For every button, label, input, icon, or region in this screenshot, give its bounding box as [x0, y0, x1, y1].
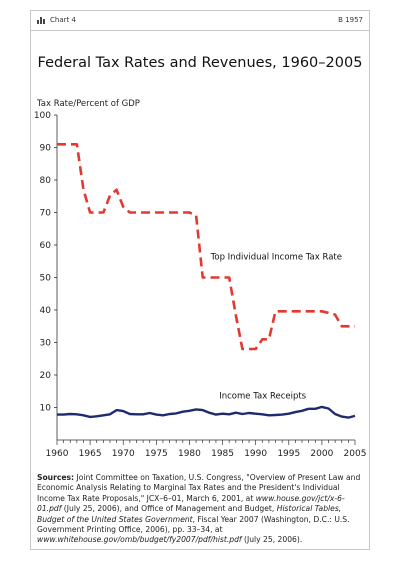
chart-title: Federal Tax Rates and Revenues, 1960–200… [37, 55, 363, 71]
sources-url-1: www.house.gov/jct/x-6-01.pdf [37, 493, 345, 514]
top-rate-label: Top Individual Income Tax Rate [210, 253, 342, 263]
page-header: Chart 4 B 1957 [31, 11, 369, 31]
y-tick-label: 80 [40, 176, 52, 186]
y-tick-label: 20 [40, 371, 52, 381]
y-tick-label: 70 [40, 209, 52, 219]
sources-note: Sources: Joint Committee on Taxation, U.… [37, 473, 365, 546]
chart-label: Chart 4 [37, 16, 76, 24]
document-code: B 1957 [338, 16, 363, 24]
sources-text-4: (July 25, 2006). [241, 535, 303, 545]
bar-chart-icon [37, 17, 45, 24]
sources-text-2: (July 25, 2006), and Office of Managemen… [61, 504, 277, 514]
y-tick-label: 30 [40, 339, 52, 349]
x-tick-label: 1980 [178, 449, 201, 459]
sources-label: Sources: [37, 473, 75, 482]
x-tick-label: 1990 [244, 449, 267, 459]
x-tick-label: 2005 [344, 449, 367, 459]
x-tick-label: 1970 [112, 449, 135, 459]
y-tick-label: 10 [40, 404, 52, 414]
income-tax-receipts-line [57, 405, 356, 419]
line-chart: 10 20 30 40 50 60 70 80 90 100 1960 1965 1970 1975 198… [34, 111, 367, 459]
sources-url-2: www.whitehouse.gov/omb/budget/fy2007/pdf… [37, 535, 242, 545]
y-tick-label: 90 [40, 144, 52, 154]
receipts-label: Income Tax Receipts [219, 391, 306, 401]
sources-text-1: Joint Committee on Taxation, U.S. Congre… [37, 473, 361, 503]
x-tick-label: 1975 [145, 449, 168, 459]
top-tax-rate-line [57, 143, 355, 351]
chart-page: Chart 4 B 1957 Federal Tax Rates and Rev… [30, 10, 370, 550]
y-axis-caption: Tax Rate/Percent of GDP [37, 99, 140, 109]
y-tick-label: 50 [40, 274, 52, 284]
y-tick-label: 100 [34, 111, 51, 121]
x-tick-label: 1965 [79, 449, 102, 459]
x-tick-label: 1985 [211, 449, 234, 459]
chart-number: Chart 4 [50, 16, 76, 24]
y-tick-label: 40 [40, 306, 52, 316]
x-tick-label: 1960 [46, 449, 69, 459]
sources-book-title: Historical Tables, Budget of the United … [37, 504, 342, 524]
sources-text-3: , Fiscal Year 2007 (Washington, D.C.: U.… [37, 514, 350, 535]
y-tick-label: 60 [40, 241, 52, 251]
x-tick-label: 1995 [277, 449, 300, 459]
x-tick-label: 2000 [310, 449, 333, 459]
